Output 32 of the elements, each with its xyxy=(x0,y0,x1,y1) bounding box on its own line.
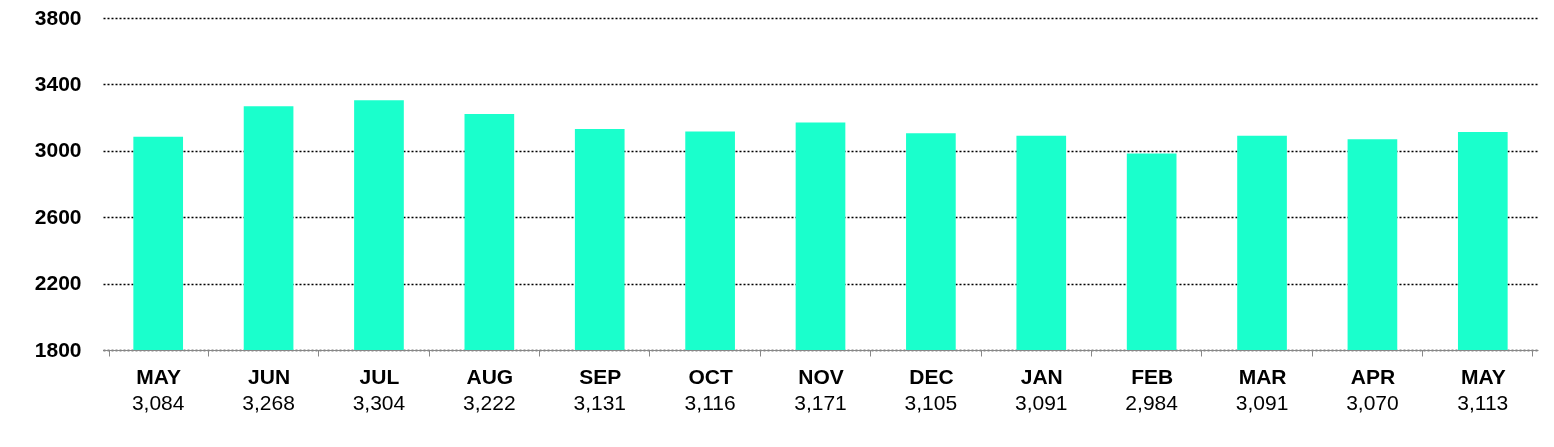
data-label: 3,116 xyxy=(684,391,736,414)
data-label: 3,131 xyxy=(573,391,627,414)
data-label: 3,091 xyxy=(1235,391,1289,414)
data-label: 3,304 xyxy=(352,391,406,414)
y-tick-label: 3000 xyxy=(34,138,82,162)
y-tick-label: 2200 xyxy=(34,271,82,295)
x-tick-label: FEB xyxy=(1131,364,1174,388)
data-label: 3,070 xyxy=(1346,391,1399,414)
y-tick-label: 3400 xyxy=(34,71,82,95)
data-label: 3,105 xyxy=(904,391,958,414)
x-tick-label: SEP xyxy=(579,364,622,388)
x-tick-label: OCT xyxy=(688,364,733,388)
data-label: 3,222 xyxy=(463,391,516,414)
data-label: 3,268 xyxy=(242,391,295,414)
x-tick-label: JAN xyxy=(1020,364,1063,388)
x-tick-label: NOV xyxy=(798,364,844,388)
x-tick-label: AUG xyxy=(466,364,514,388)
x-tick-label: JUN xyxy=(248,364,291,388)
x-tick-label: MAY xyxy=(1460,364,1506,388)
data-label: 3,113 xyxy=(1457,391,1509,414)
data-label: 3,084 xyxy=(131,391,185,414)
x-tick-label: JUL xyxy=(359,364,400,388)
y-tick-label: 1800 xyxy=(34,337,82,361)
x-tick-label: DEC xyxy=(909,364,954,388)
y-tick-label: 3800 xyxy=(34,5,82,29)
x-tick-label: APR xyxy=(1350,364,1396,388)
x-tick-label: MAY xyxy=(136,364,182,388)
data-label: 3,171 xyxy=(794,391,847,414)
data-label: 3,091 xyxy=(1014,391,1068,414)
data-label: 2,984 xyxy=(1125,391,1179,414)
y-tick-label: 2600 xyxy=(34,204,82,228)
x-tick-label: MAR xyxy=(1238,364,1287,388)
